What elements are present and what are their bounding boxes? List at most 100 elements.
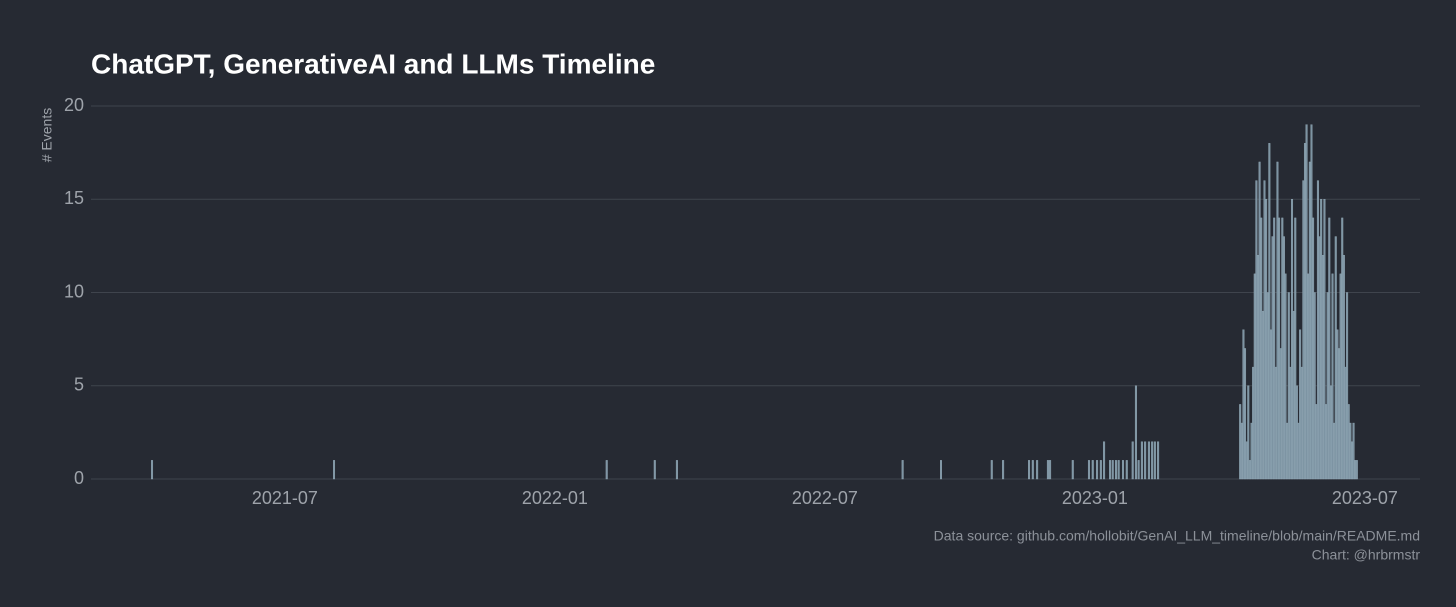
bar bbox=[1157, 441, 1160, 480]
bar bbox=[1347, 404, 1350, 480]
bar bbox=[1134, 385, 1137, 480]
bar bbox=[1242, 329, 1245, 480]
bar bbox=[1274, 366, 1277, 480]
bar bbox=[1279, 348, 1282, 480]
bar bbox=[1087, 460, 1090, 480]
bar bbox=[333, 460, 336, 480]
bar bbox=[1111, 460, 1114, 480]
bar bbox=[653, 460, 656, 480]
bar bbox=[1028, 460, 1031, 480]
bar bbox=[1303, 143, 1306, 480]
bar bbox=[1318, 236, 1321, 480]
bar bbox=[1091, 460, 1094, 480]
bar bbox=[1294, 217, 1297, 480]
bar bbox=[1287, 292, 1290, 480]
y-tick-label: 0 bbox=[74, 468, 84, 488]
x-tick-label: 2022-01 bbox=[522, 488, 588, 508]
bar bbox=[1323, 199, 1326, 480]
bar bbox=[1239, 404, 1242, 480]
bar bbox=[1276, 161, 1279, 480]
y-tick-label: 15 bbox=[64, 188, 84, 208]
bar bbox=[1140, 441, 1143, 480]
bar bbox=[1103, 441, 1106, 480]
bar bbox=[1002, 460, 1005, 480]
bar bbox=[1114, 460, 1117, 480]
bar bbox=[1342, 254, 1345, 480]
bar bbox=[1244, 348, 1247, 480]
bar bbox=[1117, 460, 1120, 480]
bar bbox=[1266, 292, 1269, 480]
bar bbox=[1049, 460, 1052, 480]
y-tick-label: 20 bbox=[64, 95, 84, 115]
bar bbox=[1289, 366, 1292, 480]
bar bbox=[1355, 460, 1358, 480]
bar bbox=[1263, 180, 1266, 480]
bar bbox=[1261, 310, 1264, 480]
bar bbox=[1331, 273, 1334, 480]
bar bbox=[1253, 273, 1256, 480]
bar bbox=[1071, 460, 1074, 480]
bar bbox=[1302, 180, 1305, 480]
bar bbox=[1292, 310, 1295, 480]
x-tick-label: 2023-01 bbox=[1062, 488, 1128, 508]
bar bbox=[1315, 404, 1318, 480]
bar bbox=[1313, 292, 1316, 480]
bar bbox=[1328, 217, 1331, 480]
bar bbox=[1316, 180, 1319, 480]
bar bbox=[1295, 385, 1298, 480]
bar bbox=[1307, 273, 1310, 480]
bar bbox=[1271, 236, 1274, 480]
bar bbox=[1255, 180, 1258, 480]
bar bbox=[1046, 460, 1049, 480]
bar bbox=[1282, 236, 1285, 480]
bar bbox=[1278, 217, 1281, 480]
bar bbox=[1281, 217, 1284, 480]
bar bbox=[1305, 124, 1308, 480]
y-tick-label: 5 bbox=[74, 375, 84, 395]
bar bbox=[1300, 366, 1303, 480]
bar bbox=[1109, 460, 1112, 480]
bar bbox=[1121, 460, 1124, 480]
bar bbox=[1354, 460, 1357, 480]
bar bbox=[1258, 161, 1261, 480]
bar bbox=[1248, 460, 1251, 480]
bar bbox=[1250, 422, 1253, 480]
bar bbox=[1268, 143, 1271, 480]
bar bbox=[675, 460, 678, 480]
caption: Chart: @hrbrmstr bbox=[1312, 547, 1421, 563]
bar bbox=[1031, 460, 1034, 480]
bar bbox=[1260, 217, 1263, 480]
bar bbox=[1325, 404, 1328, 480]
x-tick-label: 2022-07 bbox=[792, 488, 858, 508]
caption: Data source: github.com/hollobit/GenAI_L… bbox=[934, 528, 1420, 544]
bar bbox=[605, 460, 608, 480]
bar bbox=[1326, 292, 1329, 480]
bar bbox=[1144, 441, 1147, 480]
bar bbox=[901, 460, 904, 480]
bar bbox=[939, 460, 942, 480]
chart-title: ChatGPT, GenerativeAI and LLMs Timeline bbox=[91, 48, 655, 79]
bar bbox=[1310, 124, 1313, 480]
bar bbox=[1284, 273, 1287, 480]
bar bbox=[1350, 441, 1353, 480]
bar bbox=[1346, 292, 1349, 480]
bar bbox=[1247, 385, 1250, 480]
bar bbox=[1151, 441, 1154, 480]
y-tick-label: 10 bbox=[64, 281, 84, 301]
bar bbox=[1240, 422, 1243, 480]
bar bbox=[1291, 199, 1294, 480]
bar bbox=[990, 460, 993, 480]
bar bbox=[1339, 273, 1342, 480]
bar bbox=[1099, 460, 1102, 480]
bar bbox=[1137, 460, 1140, 480]
bar bbox=[1333, 422, 1336, 480]
bar bbox=[1336, 329, 1339, 480]
x-tick-label: 2021-07 bbox=[252, 488, 318, 508]
bar bbox=[1265, 199, 1268, 480]
bar bbox=[1245, 441, 1248, 480]
bar bbox=[1320, 199, 1323, 480]
bar bbox=[1131, 441, 1134, 480]
bar bbox=[1308, 161, 1311, 480]
